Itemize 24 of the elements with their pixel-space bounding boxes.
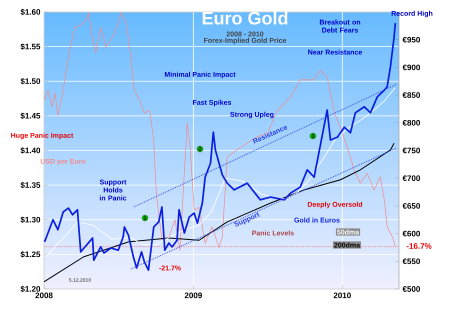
x-tick-label: 2010 [334,292,351,298]
y2-tick-label: €900 [402,64,420,70]
y-tick-label: $1.20 [20,286,40,292]
y2-tick-label: €700 [402,175,420,182]
y-tick-label: $1.55 [20,43,40,50]
y2-tick-label: €950 [402,36,420,43]
y2-tick-label: €750 [402,148,420,154]
y-tick-label: $1.30 [20,216,40,224]
x-tick-label: 2009 [184,292,202,298]
y2-tick-label: €800 [402,120,420,126]
chart-title: Euro Gold [202,11,288,25]
y2-tick-label: €600 [402,230,420,236]
y2-tick-label: €850 [402,92,420,98]
y2-tick-label: €550 [402,258,420,264]
y-tick-label: $1.25 [20,251,40,258]
x-tick-label: 2008 [35,292,53,298]
y-tick-label: $1.35 [20,182,40,188]
y-tick-label: $1.50 [20,78,40,85]
y-tick-label: $1.40 [20,147,40,154]
y-tick-label: $1.45 [20,112,40,120]
y2-tick-label: €650 [402,203,420,209]
text: -16.7% [406,243,432,249]
y2-tick-label: €500 [402,286,420,292]
y-tick-label: $1.60 [20,8,40,16]
